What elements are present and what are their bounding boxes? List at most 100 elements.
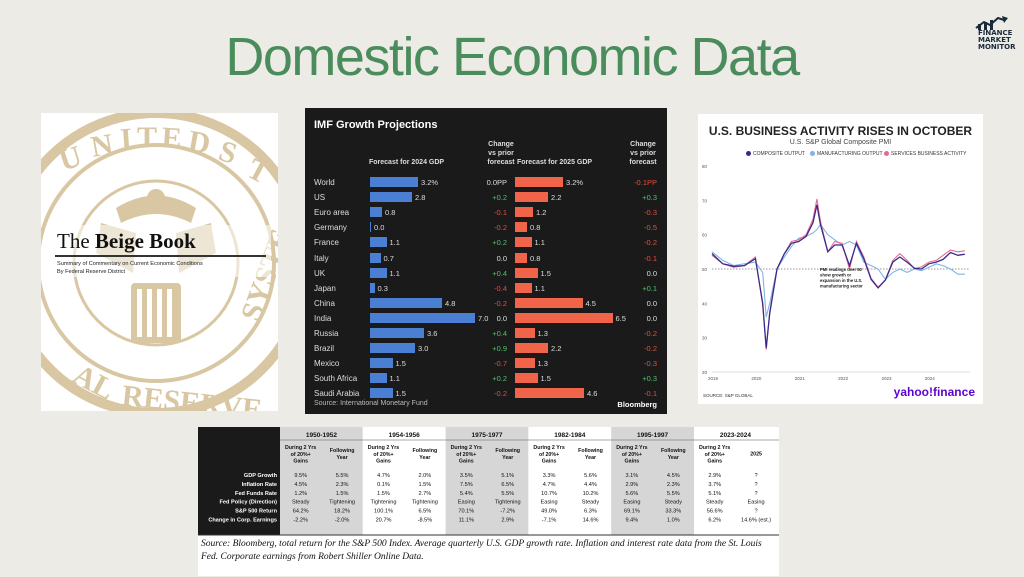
imf-source: Source: International Monetary Fund bbox=[314, 400, 428, 407]
row-label: Change in Corp. Earnings bbox=[208, 518, 277, 524]
bar-2024 bbox=[370, 222, 371, 233]
value-2025: 1.3 bbox=[537, 359, 548, 369]
sub-header: of 20%+ bbox=[456, 452, 476, 458]
table-cell: 3.5% bbox=[460, 473, 473, 479]
sub-header: of 20%+ bbox=[539, 452, 559, 458]
table-cell: 14.6% (est.) bbox=[741, 518, 771, 524]
country-label: France bbox=[314, 238, 339, 248]
row-label: GDP Growth bbox=[244, 473, 278, 479]
change-2025: 0.0 bbox=[646, 268, 657, 278]
annotation-text: manufacturing sector bbox=[820, 284, 863, 289]
svg-text:E: E bbox=[161, 121, 183, 155]
y-tick-label: 40 bbox=[702, 301, 708, 306]
table-cell: 6.5% bbox=[419, 509, 432, 515]
svg-text:U: U bbox=[55, 140, 86, 178]
brand-line-1: FINANCE bbox=[978, 29, 1013, 37]
legend-services: SERVICES BUSINESS ACTIVITY bbox=[884, 151, 967, 157]
bar-2024 bbox=[370, 373, 387, 384]
change-2025: +0.3 bbox=[642, 374, 657, 384]
table-cell: 9.5% bbox=[294, 473, 307, 479]
bar-2025 bbox=[515, 373, 538, 384]
change-2024: 0.0 bbox=[496, 313, 507, 323]
label-column bbox=[198, 427, 280, 535]
period-header: 1995-1997 bbox=[637, 432, 668, 439]
sub-header: During 2 Yrs bbox=[616, 445, 647, 451]
table-cell: Easing bbox=[623, 500, 640, 506]
value-2025: 0.8 bbox=[530, 223, 541, 233]
value-2024: 1.5 bbox=[395, 389, 406, 399]
y-tick-label: 60 bbox=[702, 233, 708, 238]
change-2025: -0.3 bbox=[644, 359, 657, 369]
value-2025: 4.5 bbox=[585, 298, 596, 308]
row-label: Fed Policy (Direction) bbox=[220, 500, 278, 506]
table-cell: 11.1% bbox=[459, 518, 474, 524]
value-2024: 3.6 bbox=[427, 329, 438, 338]
imf-row: Germany 0.0 -0.2 0.8 -0.5 bbox=[305, 219, 667, 236]
sub-header: Following bbox=[495, 448, 520, 454]
table-cell: 5.5% bbox=[501, 491, 514, 497]
period-shade bbox=[362, 427, 446, 535]
table-cell: 5.5% bbox=[667, 491, 680, 497]
change-2025: -0.1 bbox=[644, 389, 657, 399]
country-label: Saudi Arabia bbox=[314, 389, 360, 399]
bar-2025 bbox=[515, 388, 584, 399]
annotation-text: PMI readings over 50 bbox=[820, 267, 863, 272]
bar-2024 bbox=[370, 328, 424, 338]
legend-composite: COMPOSITE OUTPUT bbox=[746, 151, 805, 157]
value-2025: 2.2 bbox=[551, 344, 562, 354]
bar-2024 bbox=[370, 312, 475, 323]
value-2024: 0.8 bbox=[385, 208, 396, 218]
country-label: World bbox=[314, 178, 335, 187]
country-label: US bbox=[314, 193, 326, 203]
table-cell: 3.3% bbox=[543, 473, 556, 479]
y-tick-label: 30 bbox=[702, 336, 708, 341]
change-2025: -0.1 bbox=[644, 253, 657, 263]
change-2025: +0.3 bbox=[642, 193, 657, 203]
table-cell: 2.9% bbox=[501, 518, 514, 524]
table-cell: ? bbox=[755, 482, 758, 488]
table-cell: 1.5% bbox=[377, 491, 390, 497]
y-tick-label: 50 bbox=[702, 267, 708, 272]
change-2024: +0.4 bbox=[492, 329, 507, 338]
x-tick-label: 2021 bbox=[795, 376, 806, 381]
table-cell: 20.7% bbox=[376, 518, 392, 524]
table-cell: 0.1% bbox=[377, 482, 390, 488]
change-2024: +0.2 bbox=[492, 238, 507, 248]
bar-2024 bbox=[370, 237, 387, 248]
table-cell: 5.1% bbox=[708, 491, 721, 497]
value-2024: 1.1 bbox=[389, 268, 400, 278]
legend-manufacturing: MANUFACTURING OUTPUT bbox=[810, 151, 883, 157]
table-source-note: Source: Bloomberg, total return for the … bbox=[201, 539, 762, 562]
change-2025: -0.2 bbox=[644, 238, 657, 248]
change-2025: +0.1 bbox=[642, 283, 657, 293]
value-2024: 0.0 bbox=[374, 223, 385, 233]
bar-2025 bbox=[515, 297, 583, 308]
sub-header: Year bbox=[668, 455, 679, 461]
table-cell: 4.7% bbox=[543, 482, 556, 488]
sub-header: Year bbox=[585, 455, 596, 461]
bar-2024 bbox=[370, 252, 381, 263]
table-cell: 2.3% bbox=[667, 482, 680, 488]
chart-logo-icon bbox=[975, 16, 1008, 30]
sub-header: During 2 Yrs bbox=[699, 445, 730, 451]
brand-line-3: MONITOR bbox=[978, 43, 1016, 51]
change-2024: -0.1 bbox=[494, 208, 507, 218]
table-cell: Easing bbox=[748, 500, 765, 506]
bar-2025 bbox=[515, 358, 535, 369]
svg-text:I: I bbox=[119, 122, 133, 156]
value-2025: 1.2 bbox=[536, 208, 547, 218]
imf-row: France 1.1 +0.2 1.1 -0.2 bbox=[305, 234, 667, 251]
change-2024: -0.2 bbox=[494, 389, 507, 399]
row-label: Inflation Rate bbox=[242, 482, 277, 488]
table-cell: Tightening bbox=[495, 500, 521, 506]
change-2025: -0.2 bbox=[644, 344, 657, 354]
sub-header: During 2 Yrs bbox=[285, 445, 316, 451]
sub-header: During 2 Yrs bbox=[451, 445, 482, 451]
bar-2025 bbox=[515, 282, 532, 293]
bar-2024 bbox=[370, 207, 382, 218]
country-label: Mexico bbox=[314, 359, 340, 369]
change-2024: +0.2 bbox=[492, 374, 507, 384]
country-label: South Africa bbox=[314, 374, 358, 384]
table-cell: ? bbox=[755, 509, 758, 515]
sub-header: Gains bbox=[376, 459, 391, 465]
